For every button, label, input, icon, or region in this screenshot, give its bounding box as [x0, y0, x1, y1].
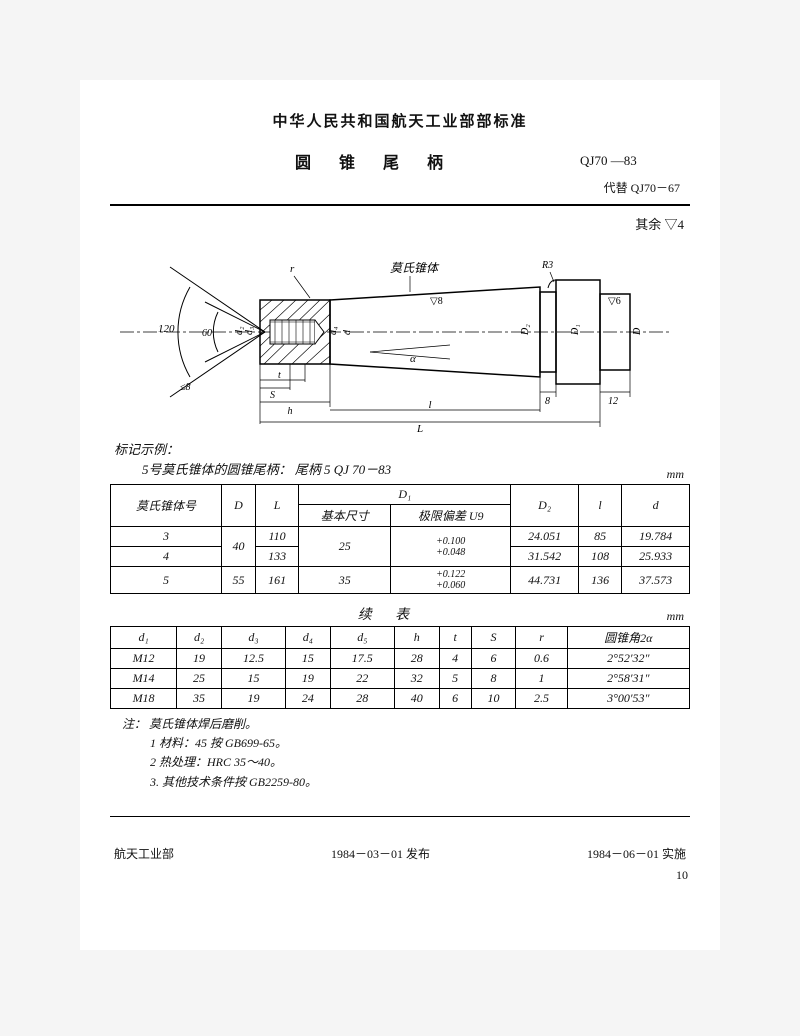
page-number: 10 [110, 868, 690, 883]
diagram-svg: 120 60 ≤8 [110, 232, 690, 432]
bigD2-label: D₂ [520, 324, 531, 336]
bigD1-label: D₁ [570, 324, 581, 336]
table-row: 3 40 110 25 +0.100 +0.048 24.051 85 19.7… [111, 527, 690, 547]
subtitle-row: 圆 锥 尾 柄 QJ70 —83 [110, 149, 690, 173]
footer-rule [110, 816, 690, 817]
t1-h-D: D [222, 485, 256, 527]
le8-label: ≤8 [180, 382, 191, 393]
org-title: 中华人民共和国航天工业部部标准 [110, 110, 690, 131]
bigL-label: L [416, 423, 423, 432]
t1-h-no: 莫氏锥体号 [111, 485, 222, 527]
page: 中华人民共和国航天工业部部标准 圆 锥 尾 柄 QJ70 —83 代替 QJ70… [80, 80, 720, 950]
t1-h-D2: D₂ [511, 485, 579, 527]
t-label: t [278, 370, 281, 381]
twelve-label: 12 [608, 396, 618, 407]
tri8-label: ▽8 [430, 296, 443, 307]
marking-label: 标记示例： [114, 442, 179, 457]
alpha-label: α [410, 353, 416, 365]
table-row: M1219 12.515 17.528 46 0.62°52′32″ [111, 649, 690, 669]
notes-block: 注： 莫氏锥体焊后磨削。 1 材料：45 按 GB699-65。 2 热处理：H… [110, 715, 690, 792]
footer-issue-date: 1984－03－01 发布 [331, 845, 430, 862]
table2-title: 续 表 [110, 604, 667, 624]
footer-effective-date: 1984－06－01 实施 [587, 845, 686, 862]
note-2: 2 热处理：HRC 35～40。 [150, 753, 690, 772]
table2-unit: mm [667, 609, 690, 624]
footer: 航天工业部 1984－03－01 发布 1984－06－01 实施 [110, 845, 690, 862]
t1-h-D1a: 基本尺寸 [299, 505, 391, 527]
r3-label: R3 [541, 260, 553, 271]
s-label: S [270, 390, 275, 401]
l-label: l [428, 399, 431, 411]
t1-h-l: l [578, 485, 621, 527]
footer-org: 航天工业部 [114, 845, 174, 862]
subtitle: 圆 锥 尾 柄 [110, 149, 580, 173]
table2-header-row: 续 表 mm [110, 594, 690, 624]
note-3: 3. 其他技术条件按 GB2259-80。 [150, 773, 690, 792]
engineering-diagram: 其余 ▽4 120 60 ≤8 [110, 212, 690, 432]
table-row: M1835 1924 2840 610 2.53°00′53″ [111, 689, 690, 709]
d4-label: d₄ [328, 326, 339, 335]
angle-60-label: 60 [202, 328, 212, 339]
table-row: M1425 1519 2232 58 12°58′31″ [111, 669, 690, 689]
r-label: r [290, 263, 295, 275]
angle-120-label: 120 [158, 323, 175, 335]
t1-h-d: d [622, 485, 690, 527]
standard-code: QJ70 —83 [580, 153, 690, 169]
table-row: 5 55 161 35 +0.122 +0.060 44.731 136 37.… [111, 567, 690, 594]
note-1: 1 材料：45 按 GB699-65。 [150, 734, 690, 753]
note-0: 莫氏锥体焊后磨削。 [149, 717, 257, 731]
d3-label: d₃ [244, 326, 255, 335]
replaces: 代替 QJ70－67 [110, 179, 690, 196]
tri6-label: ▽6 [608, 296, 621, 307]
notes-label: 注： [122, 717, 146, 731]
top-rule [110, 204, 690, 206]
t1-h-D1b: 极限偏差 U9 [391, 505, 511, 527]
d-label2: d [342, 329, 353, 335]
bigD-label: D [632, 327, 643, 336]
t1-h-D1: D₁ [299, 485, 511, 505]
t1-h-L: L [255, 485, 298, 527]
morse-body-label: 莫氏锥体 [390, 261, 440, 275]
h-label: h [288, 406, 293, 417]
dimension-table-1: 莫氏锥体号 D L D₁ D₂ l d 基本尺寸 极限偏差 U9 3 40 11… [110, 484, 690, 594]
surface-finish-note: 其余 ▽4 [635, 214, 684, 233]
dimension-table-2: d₁ d₂ d₃ d₄ d₅ h t S r 圆锥角2α M1219 12.51… [110, 626, 690, 709]
eight-label: 8 [545, 396, 550, 407]
